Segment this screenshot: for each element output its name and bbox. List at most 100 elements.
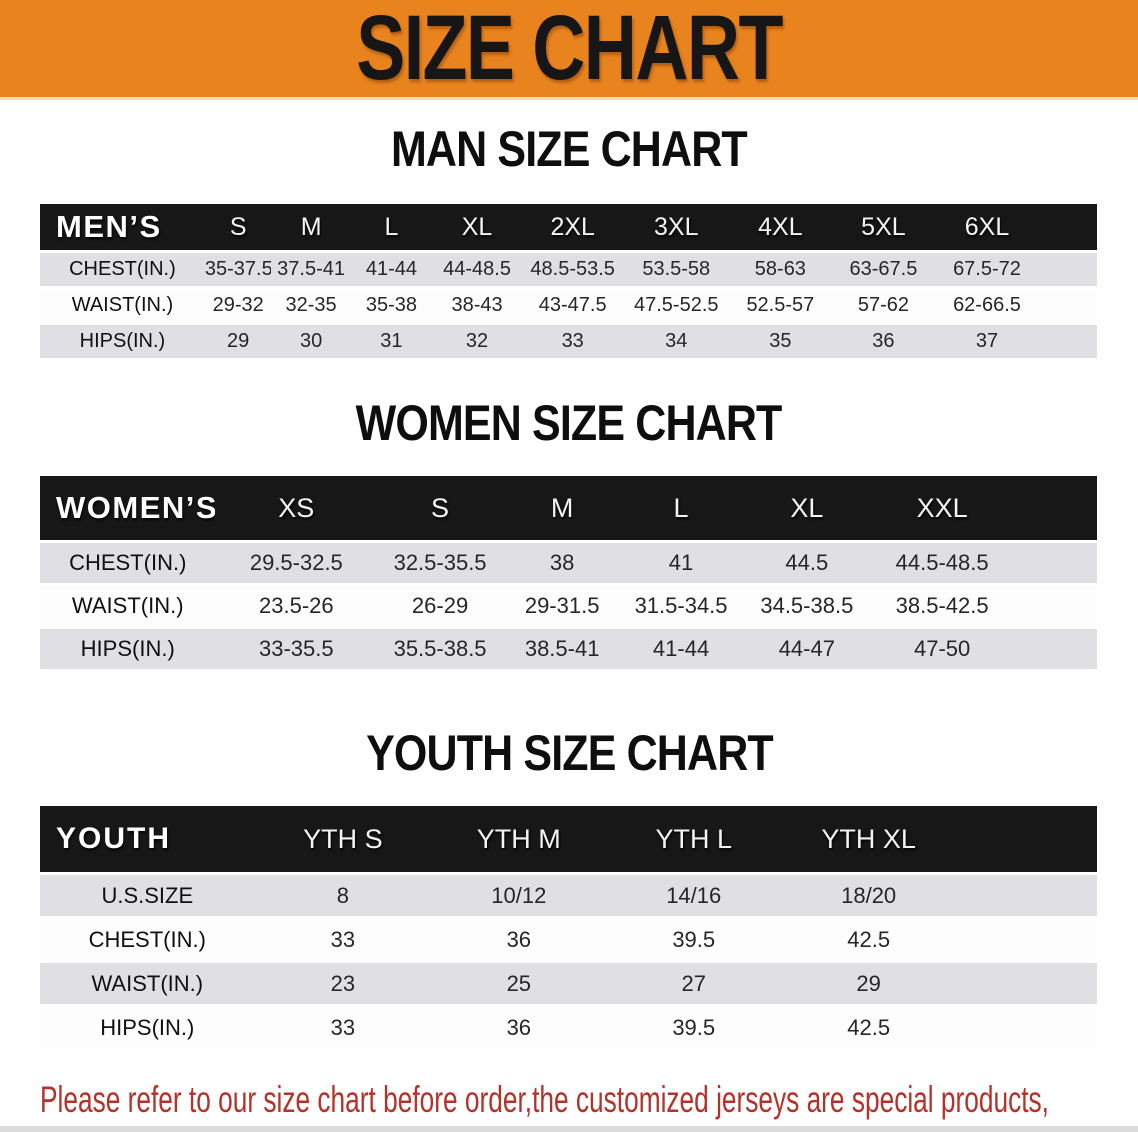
disclaimer-text: Please refer to our size chart before or… bbox=[40, 1078, 1138, 1132]
size-column-header: XXL bbox=[872, 476, 1012, 543]
measurement-value: 35-37.5 bbox=[204, 251, 272, 289]
spacer-cell bbox=[956, 1005, 1097, 1051]
table-header-row: WOMEN’S XS S M L XL XXL bbox=[40, 476, 1097, 543]
measurement-value: 57-62 bbox=[831, 287, 936, 325]
measurement-label: U.S.SIZE bbox=[40, 873, 255, 919]
measurement-value: 34.5-38.5 bbox=[740, 584, 873, 629]
measurement-value: 44.5 bbox=[740, 541, 873, 586]
measurement-value: 37 bbox=[935, 323, 1039, 361]
image-bottom-edge bbox=[0, 1126, 1138, 1132]
measurement-value: 38.5-42.5 bbox=[872, 584, 1012, 629]
table-header-row: YOUTH YTH S YTH M YTH L YTH XL bbox=[40, 806, 1097, 875]
spacer-cell bbox=[956, 917, 1097, 963]
measurement-value: 47.5-52.5 bbox=[623, 287, 730, 325]
measurement-value: 48.5-53.5 bbox=[521, 251, 624, 289]
measurement-value: 23.5-26 bbox=[215, 584, 378, 629]
youth-size-table: YOUTH YTH S YTH M YTH L YTH XL U.S.SIZE 8 10/12… bbox=[40, 806, 1097, 1051]
measurement-value: 36 bbox=[831, 323, 936, 361]
measurement-row: CHEST(IN.) 29.5-32.5 32.5-35.5 38 41 44.5 44.5… bbox=[40, 541, 1097, 586]
measurement-value: 33 bbox=[254, 917, 432, 963]
youth-section-title-text: YOUTH SIZE CHART bbox=[365, 725, 774, 781]
spacer-cell bbox=[1038, 323, 1097, 361]
measurement-value: 47-50 bbox=[872, 627, 1012, 672]
size-column-header: 5XL bbox=[831, 204, 936, 253]
size-column-header: M bbox=[271, 204, 351, 253]
measurement-row: CHEST(IN.) 35-37.5 37.5-41 41-44 44-48.5 48.5… bbox=[40, 251, 1097, 289]
measurement-value: 53.5-58 bbox=[623, 251, 730, 289]
size-column-header: 6XL bbox=[935, 204, 1039, 253]
measurement-value: 8 bbox=[254, 873, 432, 919]
measurement-value: 29 bbox=[780, 961, 957, 1007]
measurement-value: 63-67.5 bbox=[831, 251, 936, 289]
measurement-label: CHEST(IN.) bbox=[40, 251, 205, 289]
measurement-value: 39.5 bbox=[606, 917, 781, 963]
measurement-value: 26-29 bbox=[377, 584, 503, 629]
measurement-row: WAIST(IN.) 29-32 32-35 35-38 38-43 43-47.5 47.… bbox=[40, 287, 1097, 325]
spacer-cell bbox=[956, 873, 1097, 919]
measurement-value: 35.5-38.5 bbox=[377, 627, 503, 672]
size-column-header: 3XL bbox=[623, 204, 730, 253]
measurement-value: 33 bbox=[254, 1005, 432, 1051]
women-size-section: WOMEN SIZE CHART WOMEN’S XS S M L XL XXL CHEST(… bbox=[0, 394, 1138, 672]
measurement-value: 44-48.5 bbox=[432, 251, 522, 289]
measurement-value: 62-66.5 bbox=[935, 287, 1039, 325]
measurement-value: 23 bbox=[254, 961, 432, 1007]
youth-size-section: YOUTH SIZE CHART YOUTH YTH S YTH M YTH L YTH… bbox=[0, 724, 1138, 1051]
measurement-label: WAIST(IN.) bbox=[40, 961, 255, 1007]
table-header-row: MEN’S S M L XL 2XL 3XL 4XL 5XL 6XL bbox=[40, 204, 1097, 253]
measurement-value: 32.5-35.5 bbox=[377, 541, 503, 586]
measurement-value: 34 bbox=[623, 323, 730, 361]
measurement-value: 14/16 bbox=[606, 873, 781, 919]
measurement-value: 10/12 bbox=[431, 873, 607, 919]
size-column-header: XL bbox=[432, 204, 522, 253]
measurement-row: WAIST(IN.) 23.5-26 26-29 29-31.5 31.5-34.5 34… bbox=[40, 584, 1097, 629]
table-category-label: YOUTH bbox=[40, 806, 255, 875]
measurement-value: 38.5-41 bbox=[502, 627, 622, 672]
measurement-value: 41 bbox=[621, 541, 741, 586]
spacer-cell bbox=[1038, 287, 1097, 325]
measurement-value: 39.5 bbox=[606, 1005, 781, 1051]
spacer-cell bbox=[1038, 251, 1097, 289]
size-column-header: XS bbox=[215, 476, 378, 543]
measurement-row: HIPS(IN.) 29 30 31 32 33 34 35 36 37 bbox=[40, 323, 1097, 361]
men-size-table: MEN’S S M L XL 2XL 3XL 4XL 5XL 6XL CHEST(IN.) 35-37… bbox=[40, 204, 1097, 361]
spacer-cell bbox=[1011, 584, 1097, 629]
banner: SIZE CHART bbox=[0, 0, 1138, 100]
men-size-section: MAN SIZE CHART MEN’S S M L XL 2XL 3XL 4XL 5XL 6XL… bbox=[0, 120, 1138, 361]
measurement-value: 18/20 bbox=[780, 873, 957, 919]
measurement-row: U.S.SIZE 8 10/12 14/16 18/20 bbox=[40, 873, 1097, 919]
disclaimer-line-1: Please refer to our size chart before or… bbox=[40, 1079, 1049, 1120]
spacer-cell bbox=[956, 961, 1097, 1007]
measurement-value: 52.5-57 bbox=[729, 287, 832, 325]
measurement-value: 41-44 bbox=[621, 627, 741, 672]
spacer-cell bbox=[1038, 204, 1097, 253]
measurement-value: 42.5 bbox=[780, 917, 957, 963]
size-table-grid: MEN’S S M L XL 2XL 3XL 4XL 5XL 6XL CHEST(IN.) 35-37… bbox=[40, 204, 1097, 361]
measurement-value: 37.5-41 bbox=[271, 251, 351, 289]
measurement-value: 31 bbox=[350, 323, 433, 361]
women-section-title-text: WOMEN SIZE CHART bbox=[356, 395, 783, 451]
measurement-row: HIPS(IN.) 33-35.5 35.5-38.5 38.5-41 41-44 44-… bbox=[40, 627, 1097, 672]
measurement-label: HIPS(IN.) bbox=[40, 323, 205, 361]
measurement-value: 29.5-32.5 bbox=[215, 541, 378, 586]
measurement-label: HIPS(IN.) bbox=[40, 627, 216, 672]
measurement-value: 32-35 bbox=[271, 287, 351, 325]
size-column-header: M bbox=[502, 476, 622, 543]
size-column-header: YTH XL bbox=[780, 806, 957, 875]
women-size-table: WOMEN’S XS S M L XL XXL CHEST(IN.) 29.5-32.5 32.5… bbox=[40, 476, 1097, 672]
measurement-value: 33 bbox=[521, 323, 624, 361]
measurement-value: 38-43 bbox=[432, 287, 522, 325]
measurement-value: 32 bbox=[432, 323, 522, 361]
size-column-header: 4XL bbox=[729, 204, 832, 253]
measurement-value: 43-47.5 bbox=[521, 287, 624, 325]
measurement-label: CHEST(IN.) bbox=[40, 917, 255, 963]
table-category-label: WOMEN’S bbox=[40, 476, 216, 543]
measurement-value: 41-44 bbox=[350, 251, 433, 289]
measurement-row: CHEST(IN.) 33 36 39.5 42.5 bbox=[40, 917, 1097, 963]
size-column-header: S bbox=[204, 204, 272, 253]
measurement-label: WAIST(IN.) bbox=[40, 584, 216, 629]
measurement-row: HIPS(IN.) 33 36 39.5 42.5 bbox=[40, 1005, 1097, 1051]
measurement-value: 35 bbox=[729, 323, 832, 361]
measurement-value: 29-32 bbox=[204, 287, 272, 325]
